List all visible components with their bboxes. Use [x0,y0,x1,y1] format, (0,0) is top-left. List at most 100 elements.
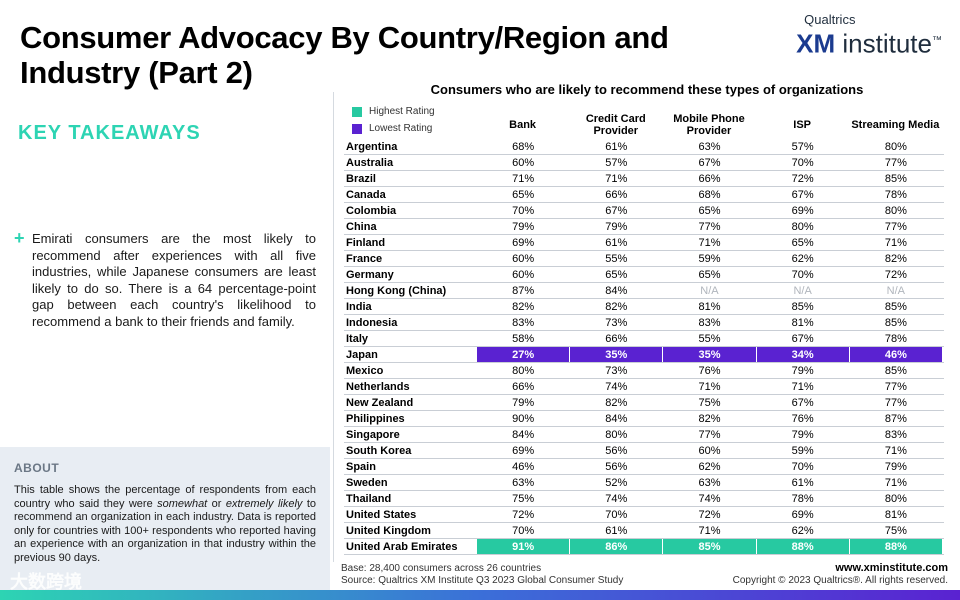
value-cell: N/A [662,283,755,298]
value-cell: 78% [848,187,942,202]
value-cell: 46% [476,459,569,474]
column-header: Credit Card Provider [585,112,646,138]
country-label: United Arab Emirates [346,541,458,553]
column-headers: Bank Credit Card Provider Mobile Phone Pro… [476,110,942,140]
value-cell: 66% [569,331,662,346]
value-cell: 77% [848,155,942,170]
value-cell: 77% [848,395,942,410]
value-cell: 87% [848,411,942,426]
country-label: India [346,301,372,313]
table-row: India 82% 82% 81% 85% 85% [344,299,944,315]
value-cell: 80% [848,491,942,506]
value-cell: 79% [755,363,849,378]
value-cell: 76% [662,363,755,378]
country-label: Italy [346,333,369,345]
value-cell: 59% [755,443,849,458]
value-cell: 77% [848,219,942,234]
value-cell: 69% [755,203,849,218]
table-row: Australia 60% 57% 67% 70% 77% [344,155,944,171]
value-cell: 76% [755,411,849,426]
value-cell: 72% [755,171,849,186]
page-title: Consumer Advocacy By Country/Region and … [20,20,669,90]
bottom-gradient-bar [0,590,960,600]
website-link[interactable]: www.xminstitute.com [733,562,948,575]
value-cell: 75% [476,491,569,506]
value-cell: 68% [476,139,569,154]
value-cell: 80% [848,203,942,218]
legend: Highest Rating Lowest Rating [352,103,435,137]
country-label: South Korea [346,445,412,457]
table-row: Germany 60% 65% 65% 70% 72% [344,267,944,283]
value-cell: 71% [569,171,662,186]
value-cell: 83% [662,315,755,330]
value-cell: 74% [662,491,755,506]
value-cell: 71% [848,475,942,490]
value-cell: 72% [662,507,755,522]
country-label: Colombia [346,205,397,217]
value-cell: 82% [476,299,569,314]
country-label: China [346,221,377,233]
value-cell: 62% [755,251,849,266]
value-cell: 80% [476,363,569,378]
country-label: Hong Kong (China) [346,285,447,297]
value-cell: 67% [755,187,849,202]
value-cell: N/A [755,283,849,298]
value-cell: 60% [476,155,569,170]
value-cell: 88% [848,539,942,554]
value-cell: 88% [755,539,849,554]
value-cell: 85% [848,299,942,314]
value-cell: N/A [848,283,942,298]
value-cell: 78% [755,491,849,506]
value-cell: 67% [662,155,755,170]
value-cell: 84% [569,283,662,298]
takeaway-bullet: + Emirati consumers are the most likely … [14,228,316,330]
column-header: ISP [793,118,812,131]
value-cell: 71% [755,379,849,394]
value-cell: 35% [569,347,663,362]
about-text-somewhat: somewhat [157,497,208,510]
legend-highest-label: Highest Rating [369,106,435,117]
country-label: Indonesia [346,317,398,329]
value-cell: 91% [476,539,570,554]
value-cell: 63% [662,139,755,154]
lowest-swatch [352,123,362,134]
value-cell: 65% [476,187,569,202]
country-label: Japan [346,349,378,361]
value-cell: 83% [848,427,942,442]
value-cell: 61% [569,523,662,538]
country-label: Spain [346,461,376,473]
value-cell: 74% [569,491,662,506]
value-cell: 67% [755,331,849,346]
value-cell: 84% [569,411,662,426]
value-cell: 62% [755,523,849,538]
xm-institute-logo: Qualtrics XM institute™ [796,12,942,58]
value-cell: 79% [476,219,569,234]
country-label: Argentina [346,141,398,153]
value-cell: 46% [848,347,942,362]
value-cell: 85% [848,315,942,330]
highest-swatch [352,106,362,117]
brand-wordmark: XM institute™ [796,27,942,58]
about-panel: ABOUT This table shows the percentage of… [0,447,330,600]
value-cell: 58% [476,331,569,346]
value-cell: 69% [476,443,569,458]
data-table: Argentina 68% 61% 63% 57% 80% Australia 60% 57% 6… [344,139,944,555]
value-cell: 65% [569,267,662,282]
about-text-part-3: to recommend an organization in each ind… [14,497,316,564]
value-cell: 67% [569,203,662,218]
table-row: Netherlands 66% 74% 71% 71% 77% [344,379,944,395]
watermark: 大数跨境 [10,572,82,592]
value-cell: 35% [662,347,756,362]
table-row: Finland 69% 61% 71% 65% 71% [344,235,944,251]
value-cell: 71% [662,379,755,394]
value-cell: 83% [476,315,569,330]
value-cell: 79% [569,219,662,234]
value-cell: 61% [755,475,849,490]
value-cell: 85% [662,539,756,554]
table-row: Philippines 90% 84% 82% 76% 87% [344,411,944,427]
value-cell: 82% [662,411,755,426]
table-row: United States 72% 70% 72% 69% 81% [344,507,944,523]
value-cell: 65% [662,203,755,218]
plus-icon: + [14,228,25,248]
value-cell: 82% [569,395,662,410]
